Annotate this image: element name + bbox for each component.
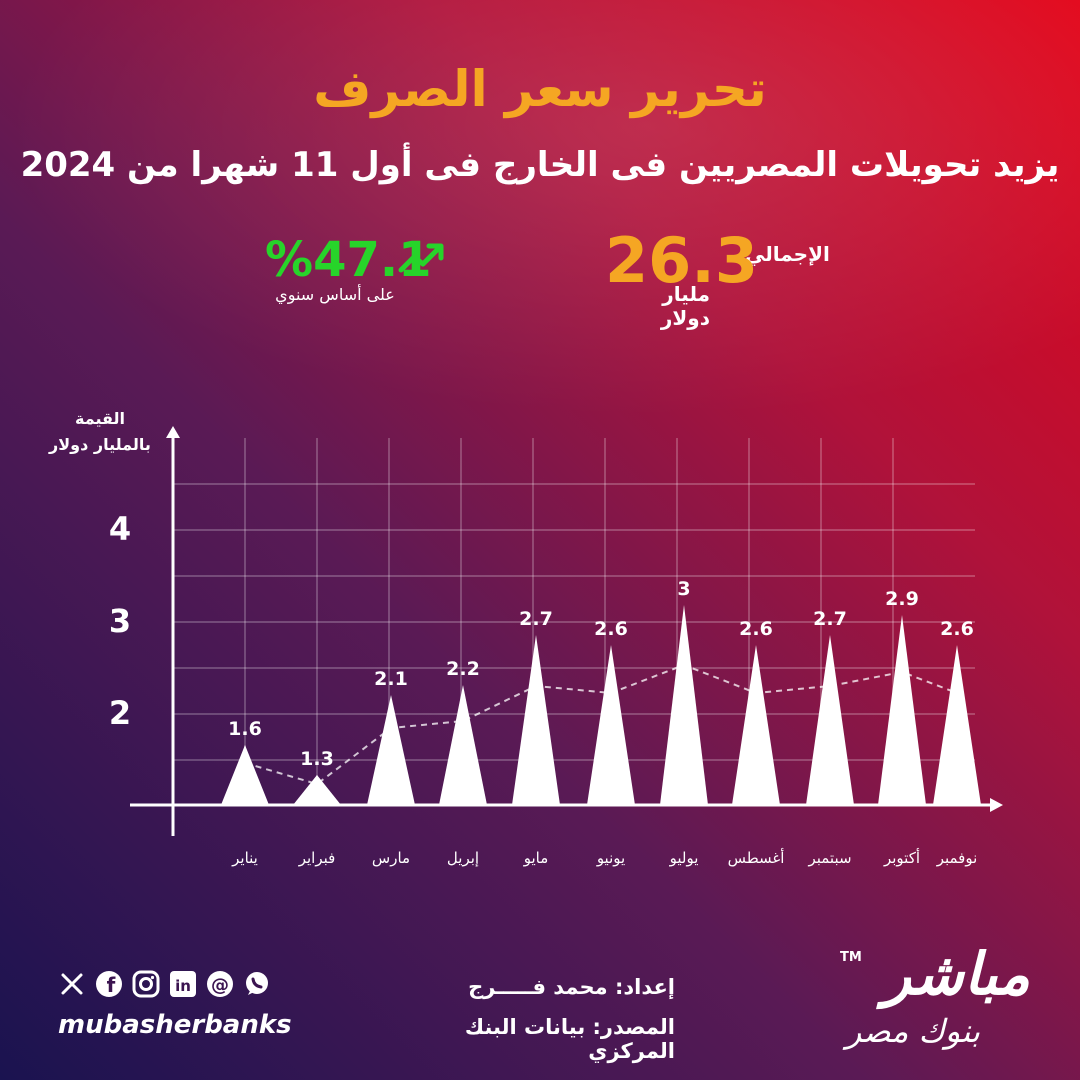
instagram-icon[interactable] bbox=[132, 970, 160, 998]
data-label: 2.7 bbox=[519, 608, 553, 630]
bar bbox=[660, 605, 708, 805]
x-category-label: نوفمبر bbox=[936, 849, 978, 867]
bar bbox=[933, 645, 981, 805]
data-label: 2.6 bbox=[594, 618, 628, 640]
data-label: 2.9 bbox=[885, 588, 919, 610]
growth-note: على أساس سنوي bbox=[275, 285, 395, 304]
data-labels: 1.6 1.3 2.1 2.2 2.7 2.6 3 2.6 2.7 2.9 2.6 bbox=[228, 578, 974, 770]
bar-chart: 2 3 4 القيمة بالمليار دولار 1.6 1.3 2.1 2.2 2.7… bbox=[48, 409, 1003, 867]
data-source: المصدر: بيانات البنك المركزي bbox=[464, 1015, 675, 1063]
bar bbox=[512, 635, 560, 805]
svg-text:f: f bbox=[107, 973, 116, 997]
facebook-icon[interactable]: f bbox=[95, 970, 123, 998]
x-category-label: فبراير bbox=[298, 849, 336, 867]
x-icon[interactable] bbox=[58, 970, 86, 998]
total-value: 26.3 bbox=[605, 224, 758, 297]
x-category-label: يوليو bbox=[669, 849, 699, 867]
bar bbox=[806, 635, 854, 805]
data-label: 2.6 bbox=[940, 618, 974, 640]
bar bbox=[221, 745, 269, 805]
bar bbox=[587, 645, 635, 805]
prepared-by: إعداد: محمد فـــــرج bbox=[468, 975, 675, 999]
bar bbox=[439, 685, 487, 805]
x-category-label: إبريل bbox=[447, 849, 479, 867]
data-label: 1.6 bbox=[228, 718, 262, 740]
svg-text:in: in bbox=[175, 977, 191, 995]
social-handle: mubasherbanks bbox=[58, 1010, 292, 1040]
y-axis-label-line: بالمليار دولار bbox=[48, 435, 151, 454]
logo-sub-text: بنوك مصر bbox=[845, 1012, 980, 1050]
bar bbox=[732, 645, 780, 805]
page-subtitle: يزيد تحويلات المصريين فى الخارج فى أول 1… bbox=[20, 145, 1060, 185]
x-category-label: مايو bbox=[523, 849, 549, 867]
logo-main-text: مباشر bbox=[883, 940, 1030, 1008]
total-label: الإجمالي bbox=[745, 242, 830, 266]
linkedin-icon[interactable]: in bbox=[169, 970, 197, 998]
data-label: 1.3 bbox=[300, 748, 334, 770]
y-tick-label: 2 bbox=[109, 694, 131, 732]
social-icons: f in @ bbox=[58, 970, 271, 998]
page-title: تحرير سعر الصرف bbox=[313, 60, 767, 118]
x-axis-arrow bbox=[990, 798, 1003, 812]
y-axis-arrow bbox=[166, 426, 180, 438]
trend-up-icon bbox=[398, 243, 444, 273]
y-axis-label: القيمة بالمليار دولار bbox=[48, 409, 151, 454]
data-label: 2.7 bbox=[813, 608, 847, 630]
threads-icon[interactable]: @ bbox=[206, 970, 234, 998]
bars bbox=[221, 605, 981, 805]
x-category-label: أغسطس bbox=[728, 848, 785, 867]
x-category-label: يونيو bbox=[596, 849, 625, 867]
data-label: 2.2 bbox=[446, 658, 480, 680]
bar bbox=[878, 615, 926, 805]
x-category-label: مارس bbox=[372, 849, 410, 867]
svg-text:@: @ bbox=[211, 975, 229, 996]
y-tick-label: 4 bbox=[109, 510, 131, 548]
whatsapp-icon[interactable] bbox=[243, 970, 271, 998]
chart-axes bbox=[130, 426, 1003, 836]
x-category-labels: يناير فبراير مارس إبريل مايو يونيو يوليو أغسطس س… bbox=[231, 848, 977, 867]
y-tick-labels: 2 3 4 bbox=[109, 510, 131, 732]
total-unit: مليار دولار bbox=[660, 282, 710, 330]
chart-grid bbox=[173, 438, 975, 805]
data-label: 2.6 bbox=[739, 618, 773, 640]
y-tick-label: 3 bbox=[109, 602, 131, 640]
logo-trademark: TM bbox=[840, 950, 862, 965]
y-axis-label-line: القيمة bbox=[75, 409, 125, 428]
background-haze bbox=[0, 0, 1080, 420]
data-label: 3 bbox=[677, 578, 690, 600]
bar bbox=[293, 775, 341, 805]
x-category-label: يناير bbox=[231, 849, 258, 867]
x-category-label: سبتمبر bbox=[807, 849, 851, 867]
x-category-label: أكتوبر bbox=[883, 848, 920, 867]
bar bbox=[367, 695, 415, 805]
growth-value: %47.1 bbox=[265, 232, 432, 288]
data-label: 2.1 bbox=[374, 668, 408, 690]
